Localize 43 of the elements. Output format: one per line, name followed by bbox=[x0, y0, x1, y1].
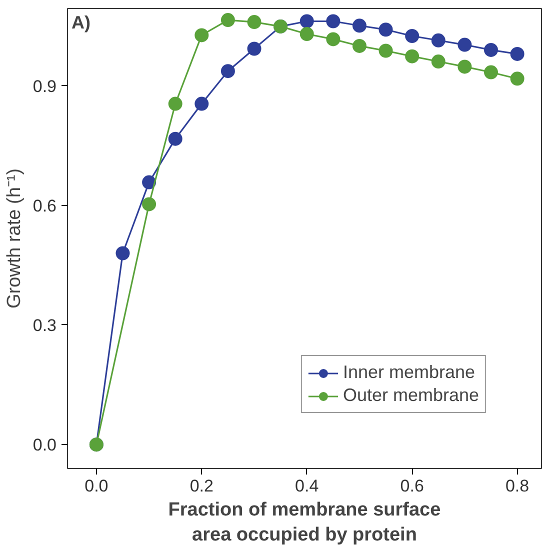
annotation: A) bbox=[72, 12, 90, 32]
point bbox=[247, 42, 262, 56]
x-tick-label: 0.2 bbox=[190, 476, 214, 496]
point bbox=[405, 29, 420, 43]
x-tick-label: 0.6 bbox=[400, 476, 424, 496]
point bbox=[326, 32, 340, 46]
point bbox=[405, 49, 420, 64]
x-tick-label: 0.4 bbox=[295, 476, 319, 496]
point bbox=[458, 60, 472, 74]
point bbox=[247, 15, 262, 30]
point bbox=[142, 175, 156, 190]
x-tick-label: 0.0 bbox=[84, 476, 108, 496]
point bbox=[458, 38, 472, 52]
point bbox=[194, 96, 209, 111]
point bbox=[326, 14, 340, 28]
point bbox=[484, 65, 498, 80]
legend-label: Inner membrane bbox=[342, 362, 476, 383]
point bbox=[220, 13, 235, 28]
y-tick-label: 0.0 bbox=[32, 436, 57, 455]
point bbox=[168, 96, 182, 111]
point bbox=[142, 197, 156, 212]
point bbox=[510, 72, 524, 86]
point bbox=[194, 28, 209, 42]
point bbox=[220, 64, 235, 78]
point bbox=[510, 46, 524, 61]
y-tick-label: 0.9 bbox=[32, 76, 57, 96]
point bbox=[300, 14, 314, 28]
point bbox=[378, 44, 393, 58]
point bbox=[300, 27, 314, 41]
x-axis-title: Fraction of membrane surface area occupied by protein bbox=[168, 500, 441, 546]
y-tick-label: 0.3 bbox=[32, 316, 57, 335]
point bbox=[431, 54, 446, 69]
point bbox=[116, 246, 130, 260]
point bbox=[352, 38, 366, 53]
legend-label: Outer membrane bbox=[342, 385, 479, 406]
x-tick-label: 0.8 bbox=[505, 476, 530, 496]
y-axis-title: Growth rate (h⁻¹) bbox=[4, 168, 25, 309]
point bbox=[378, 22, 393, 37]
point bbox=[484, 42, 498, 57]
point bbox=[431, 33, 446, 48]
point bbox=[352, 18, 366, 33]
y-tick-label: 0.6 bbox=[32, 196, 57, 216]
point bbox=[168, 132, 182, 146]
